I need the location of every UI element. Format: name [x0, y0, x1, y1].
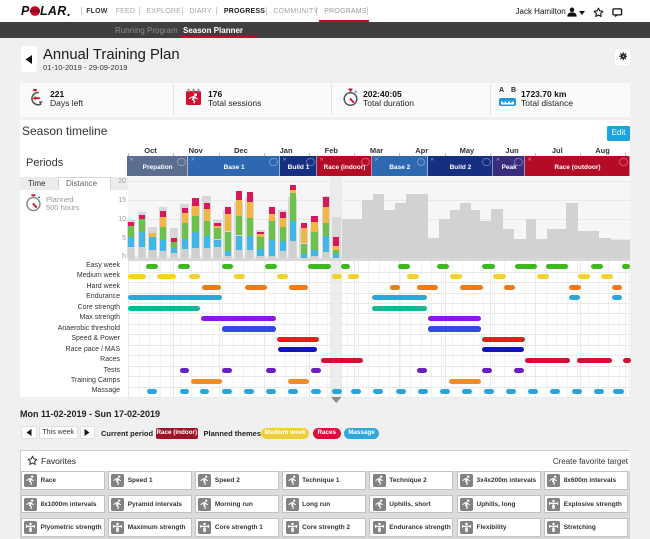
svg-text:LAR: LAR [40, 4, 67, 18]
svg-text:P: P [21, 4, 30, 18]
